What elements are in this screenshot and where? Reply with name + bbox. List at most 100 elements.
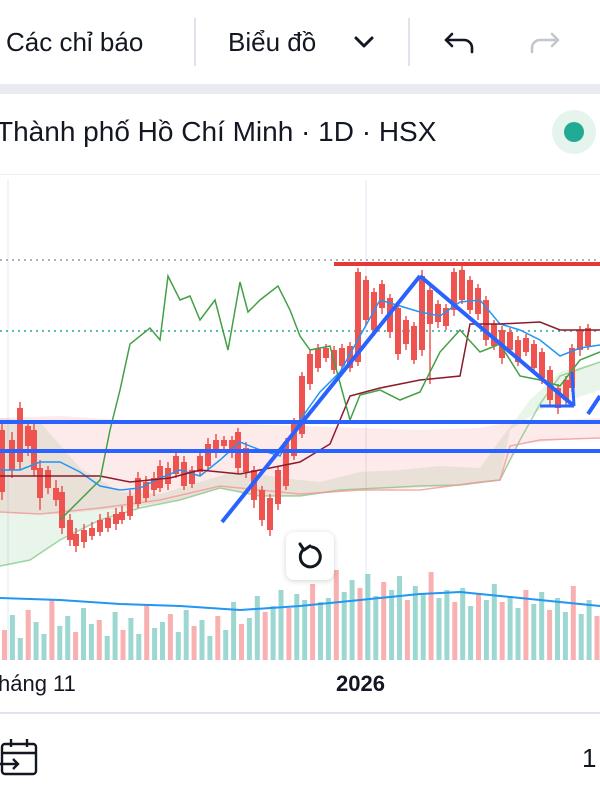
volume-bar xyxy=(120,630,126,660)
volume-bar xyxy=(286,608,292,660)
symbol-header: Thành phố Hồ Chí Minh · 1D · HSX xyxy=(0,94,600,175)
candle-body xyxy=(355,272,361,362)
kijun-sen-line xyxy=(0,321,600,483)
volume-bar xyxy=(460,588,466,660)
volume-bar xyxy=(81,608,86,660)
volume-layer xyxy=(0,570,600,660)
indicators-button[interactable]: Các chỉ báo xyxy=(6,27,144,57)
volume-moving-average-line xyxy=(0,590,600,612)
volume-bar xyxy=(270,606,276,660)
candle-body xyxy=(339,348,345,366)
candle-body xyxy=(275,470,281,504)
top-toolbar: Các chỉ báo Biểu đồ xyxy=(0,0,600,86)
candle-body xyxy=(523,338,529,352)
volume-bar xyxy=(294,594,300,660)
candle-body xyxy=(81,530,87,542)
candle-body xyxy=(143,482,149,498)
volume-bar xyxy=(254,596,260,660)
volume-bar xyxy=(539,592,545,660)
candle-body xyxy=(135,478,141,504)
trend-line-partial[interactable] xyxy=(586,394,600,416)
volume-bar xyxy=(231,602,237,660)
symbol-title[interactable]: Thành phố Hồ Chí Minh · 1D · HSX xyxy=(0,116,437,147)
candle-body xyxy=(97,520,103,532)
candle-body xyxy=(157,466,163,488)
volume-bar xyxy=(49,600,55,660)
candle-body xyxy=(127,496,133,516)
bottom-toolbar: 1 xyxy=(0,712,600,802)
volume-bar xyxy=(357,588,363,660)
volume-bar xyxy=(436,598,442,660)
volume-bar xyxy=(246,618,252,660)
candle-body xyxy=(229,440,235,452)
volume-bar xyxy=(128,618,134,660)
volume-bar xyxy=(207,636,213,660)
volume-bar xyxy=(152,628,158,660)
candle-body xyxy=(25,426,31,446)
market-status-indicator[interactable] xyxy=(552,110,596,154)
downtrend-line[interactable] xyxy=(418,274,576,408)
volume-bar xyxy=(33,622,39,660)
candle-body xyxy=(59,492,65,528)
volume-bar xyxy=(444,590,450,660)
volume-bar xyxy=(523,590,529,660)
volume-bar xyxy=(160,622,165,660)
candle-body xyxy=(119,512,125,520)
uptrend-line[interactable] xyxy=(220,274,422,524)
volume-bar xyxy=(341,592,347,660)
volume-bar xyxy=(499,602,505,660)
candle-body xyxy=(347,346,353,368)
volume-bar xyxy=(223,630,229,660)
candle-body xyxy=(299,376,305,434)
candle-body xyxy=(189,470,195,484)
volume-bar xyxy=(9,615,15,660)
redo-icon[interactable] xyxy=(526,24,562,60)
volume-bar xyxy=(215,616,221,660)
candle-body xyxy=(515,340,521,362)
volume-bar xyxy=(88,624,94,660)
volume-bar xyxy=(136,634,142,660)
volume-bar xyxy=(594,616,600,660)
candle-body xyxy=(9,440,15,470)
candle-body xyxy=(323,348,329,358)
calendar-goto-icon[interactable] xyxy=(0,736,44,780)
volume-bar xyxy=(507,596,513,660)
chevron-down-icon[interactable] xyxy=(346,24,382,60)
volume-bar xyxy=(144,604,150,660)
time-axis[interactable]: háng 11 2026 xyxy=(0,660,600,710)
volume-bar xyxy=(262,612,268,660)
volume-bar xyxy=(104,636,110,660)
volume-bar xyxy=(476,594,481,660)
volume-bar xyxy=(483,600,489,660)
volume-bar xyxy=(57,626,63,660)
candle-body xyxy=(67,520,73,540)
undo-icon[interactable] xyxy=(442,24,478,60)
candle-body xyxy=(539,352,545,378)
volume-bar xyxy=(2,630,7,660)
candle-body xyxy=(427,290,433,324)
reset-icon xyxy=(298,542,322,569)
volume-bar xyxy=(17,638,23,660)
chart-type-button[interactable]: Biểu đồ xyxy=(228,27,317,57)
candle-body xyxy=(113,514,119,524)
bottom-right-value: 1 xyxy=(582,743,597,773)
volume-bar xyxy=(365,574,371,660)
candle-body xyxy=(197,456,203,472)
volume-bar xyxy=(578,614,584,660)
x-tick-label: háng 11 xyxy=(0,671,76,696)
candle-body xyxy=(435,304,441,322)
candle-body xyxy=(17,408,23,462)
candle-body xyxy=(459,270,465,300)
volume-bar xyxy=(428,572,434,660)
volume-bar xyxy=(333,570,339,660)
volume-bar xyxy=(112,612,118,660)
candle-body xyxy=(307,354,313,384)
candle-body xyxy=(531,344,537,368)
price-chart[interactable] xyxy=(0,180,600,710)
volume-bar xyxy=(183,610,189,660)
volume-bar xyxy=(167,614,173,660)
candle-body xyxy=(563,380,569,400)
volume-bar xyxy=(349,580,355,660)
reset-chart-button[interactable] xyxy=(286,532,334,580)
candle-body xyxy=(491,324,497,346)
